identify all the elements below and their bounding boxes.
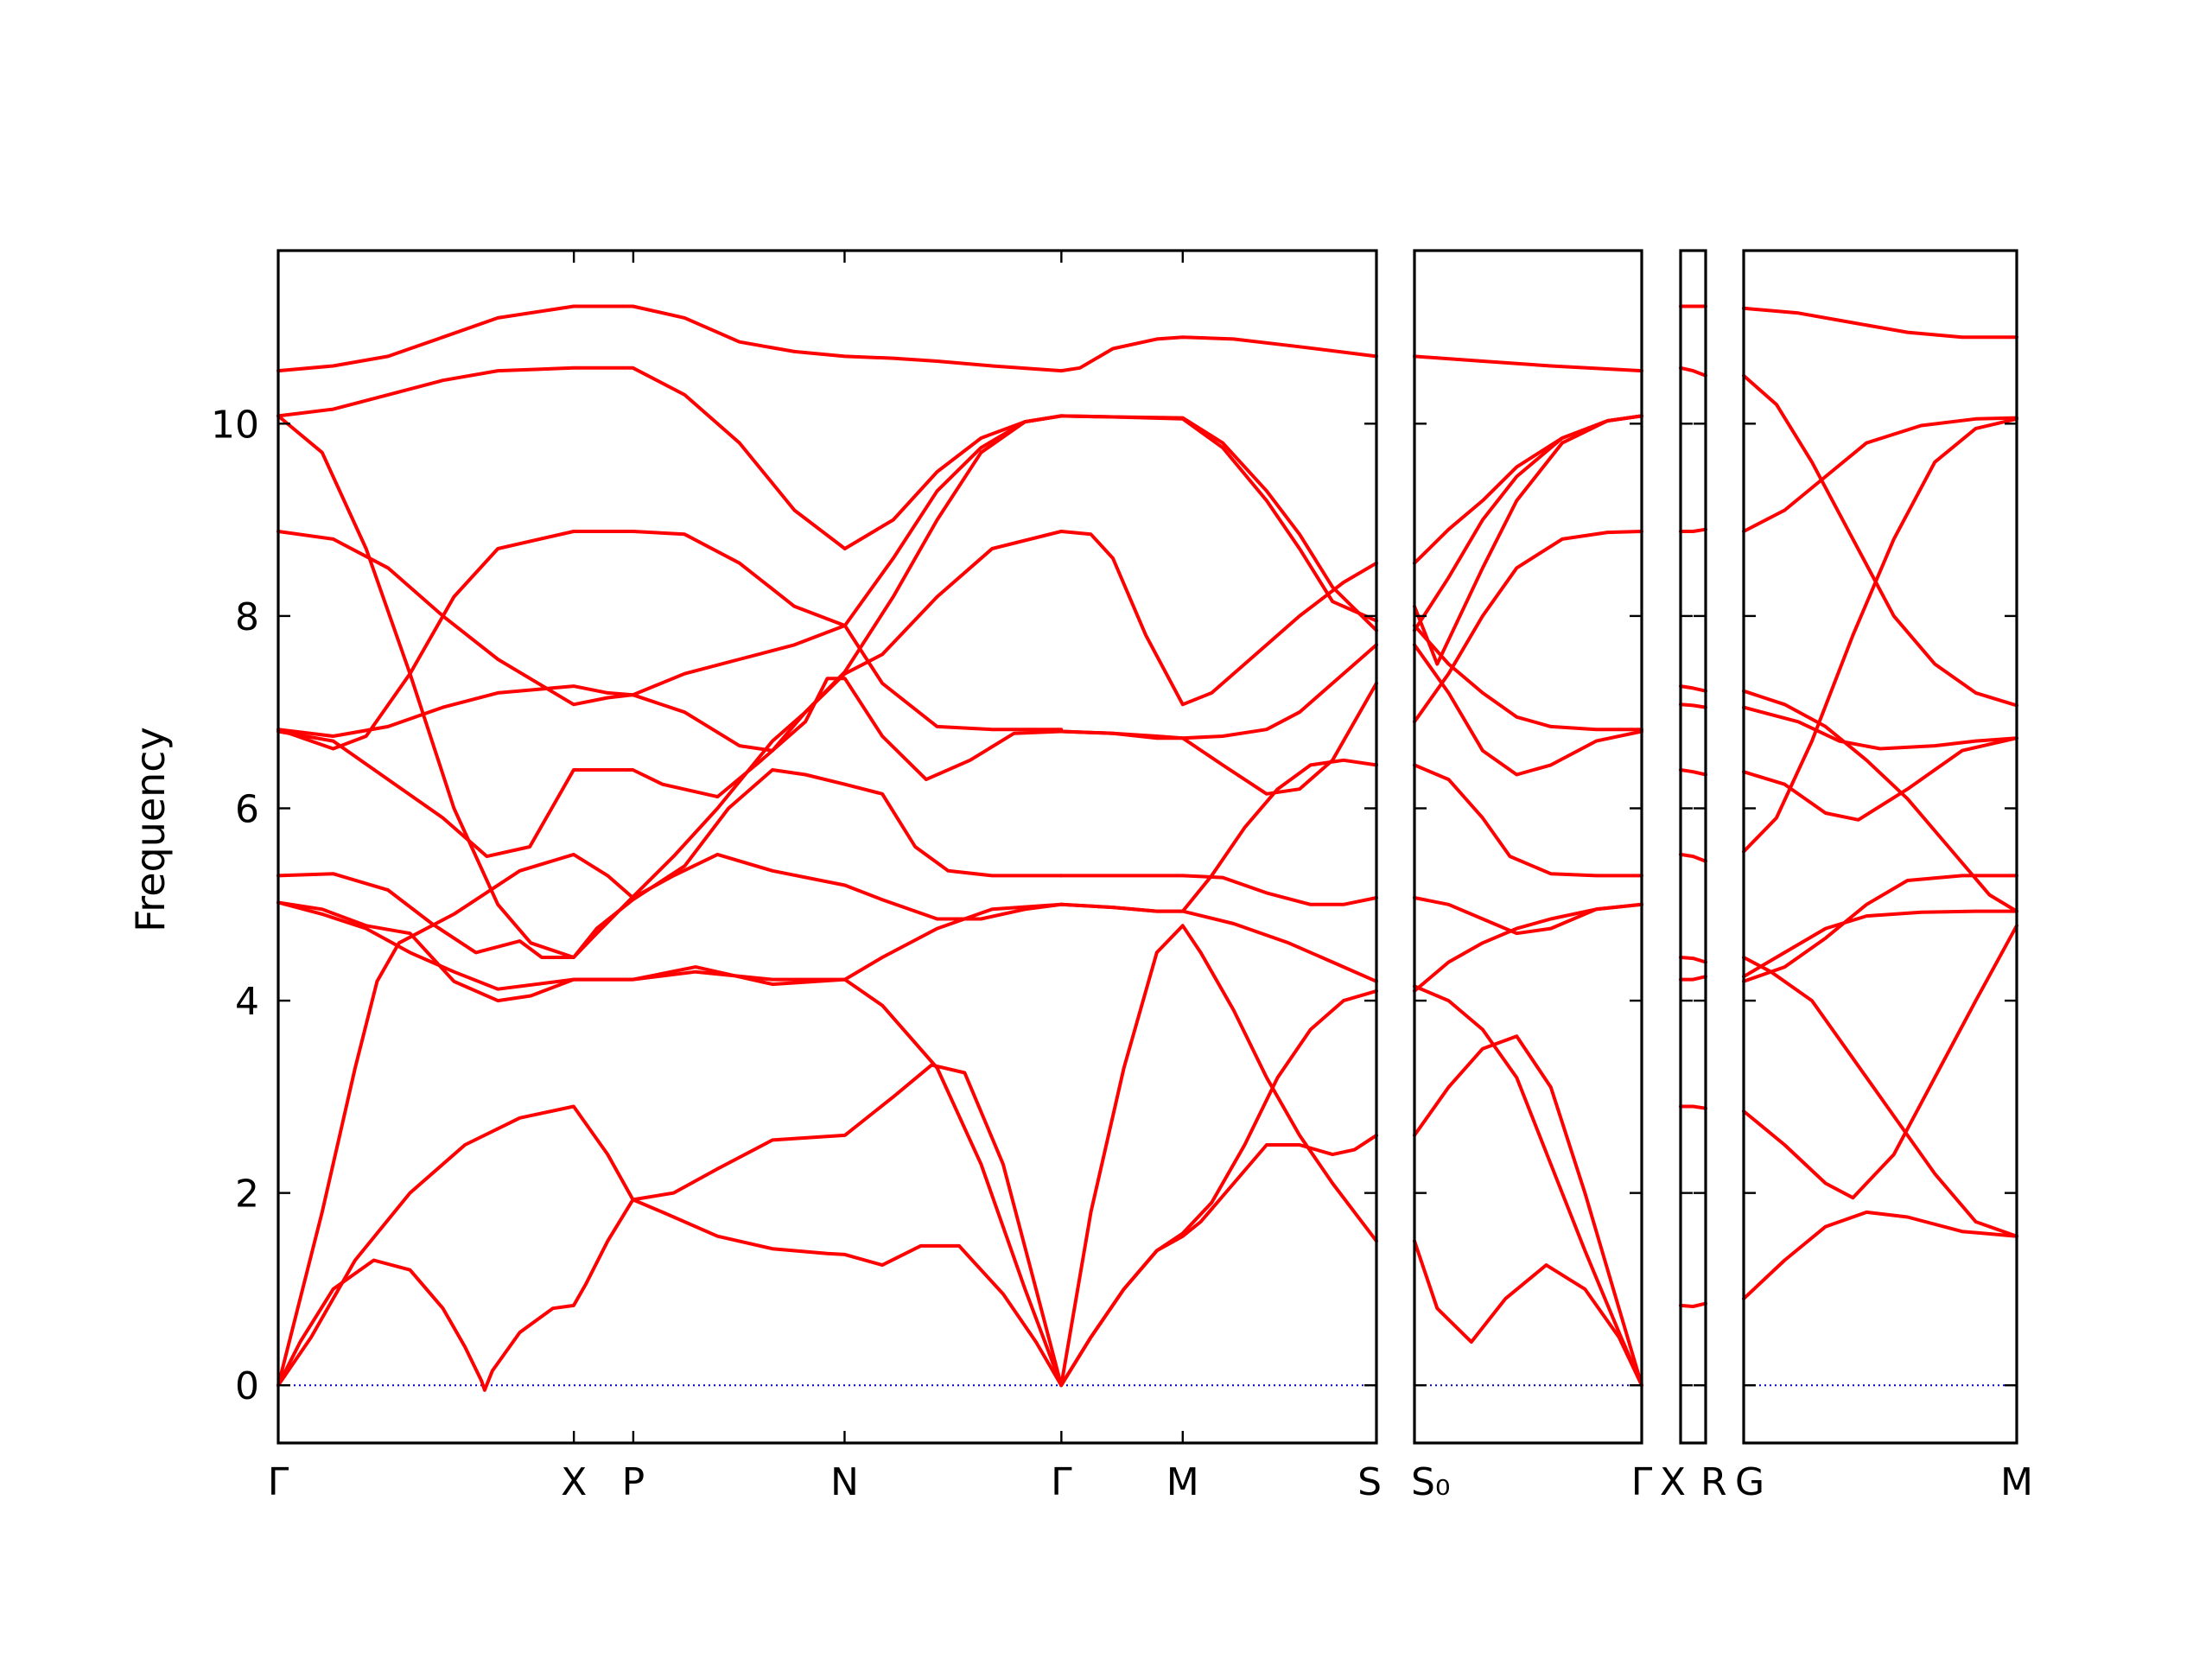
- band-25: [1059, 335, 1378, 373]
- y-tick-label: 0: [235, 1364, 259, 1408]
- band-6: [1679, 768, 1707, 777]
- band-18: [1059, 758, 1378, 913]
- x-tick-label: N: [830, 1460, 859, 1504]
- band-9: [1413, 624, 1643, 732]
- y-tick-label: 2: [235, 1173, 259, 1217]
- x-tick-label: Γ: [1631, 1460, 1653, 1504]
- band-8: [1413, 643, 1643, 777]
- band-8: [1679, 684, 1707, 693]
- band-1: [1679, 1301, 1707, 1308]
- x-tick-label: G: [1735, 1460, 1764, 1504]
- band-12: [276, 365, 1064, 550]
- band-10: [1679, 365, 1707, 378]
- x-tick-label: M: [2000, 1460, 2033, 1504]
- band-9: [1742, 689, 2018, 913]
- x-tick-label: S₀: [1411, 1460, 1451, 1504]
- panel-frame: [1679, 249, 1707, 1445]
- x-tick-label: X: [561, 1460, 587, 1504]
- band-17: [1059, 902, 1378, 983]
- band-2: [276, 1063, 1064, 1388]
- band-10: [1742, 416, 2018, 533]
- band-3: [1679, 956, 1707, 964]
- band-16: [1059, 924, 1378, 1388]
- band-24: [1059, 414, 1378, 623]
- band-7: [1679, 702, 1707, 709]
- band-2: [1679, 1104, 1707, 1110]
- band-11: [1742, 373, 2018, 708]
- band-5: [1413, 896, 1643, 936]
- x-tick-label: M: [1166, 1460, 1199, 1504]
- band-4: [276, 900, 1064, 991]
- band-4: [1679, 975, 1707, 982]
- band-12: [1742, 306, 2018, 340]
- panel-frame: [1413, 249, 1643, 1445]
- band-11: [276, 414, 1064, 753]
- band-5: [276, 900, 1064, 1388]
- band-3: [276, 852, 1064, 1388]
- band-7: [1742, 736, 2018, 822]
- band-10: [1413, 414, 1643, 632]
- band-19: [1059, 874, 1378, 906]
- band-1: [1742, 1210, 2018, 1301]
- x-tick-label: P: [622, 1460, 645, 1504]
- x-tick-label: R: [1700, 1460, 1727, 1504]
- panel-1: Γ X P N Γ M S 0 2 4 6 8 10: [211, 249, 1382, 1504]
- band-1: [276, 1198, 1064, 1392]
- y-tick-label: 6: [235, 787, 259, 831]
- band-8: [1742, 705, 2018, 751]
- y-tick-label: 8: [235, 595, 259, 639]
- band-22: [1059, 643, 1378, 741]
- band-6: [1413, 763, 1643, 878]
- y-tick-label: 4: [235, 980, 259, 1024]
- x-tick-label: S: [1357, 1460, 1382, 1504]
- band-3: [1742, 956, 2018, 1238]
- band-20: [1059, 681, 1378, 796]
- x-tick-label: Γ: [1051, 1460, 1072, 1504]
- band-12: [1413, 414, 1643, 666]
- panel-2: S₀ Γ: [1411, 249, 1653, 1504]
- band-7: [1413, 530, 1643, 724]
- band-2: [1742, 924, 2018, 1200]
- band-7: [276, 677, 1064, 859]
- band-9: [1679, 527, 1707, 533]
- band-11: [1413, 414, 1643, 565]
- x-tick-label: Γ: [268, 1460, 289, 1504]
- band-10: [276, 414, 1064, 738]
- panel-frame: [276, 249, 1378, 1445]
- y-axis-title: Frequency: [127, 727, 174, 932]
- band-1: [1413, 1239, 1643, 1388]
- x-tick-label: X: [1660, 1460, 1686, 1504]
- band-6: [1742, 416, 2018, 854]
- band-2: [1413, 1034, 1643, 1388]
- band-5: [1679, 852, 1707, 863]
- band-5: [1742, 874, 2018, 983]
- y-tick-label: 10: [211, 403, 259, 447]
- band-4: [1413, 902, 1643, 993]
- band-15: [1059, 988, 1378, 1388]
- band-13: [276, 304, 1064, 373]
- band-21: [1059, 530, 1378, 707]
- band-6: [276, 768, 1064, 959]
- band-9: [276, 530, 1064, 751]
- band-3: [1413, 984, 1643, 1388]
- band-14: [1059, 1133, 1378, 1388]
- band-13: [1413, 354, 1643, 373]
- band-4: [1742, 909, 2018, 979]
- panel-frame: [1742, 249, 2018, 1445]
